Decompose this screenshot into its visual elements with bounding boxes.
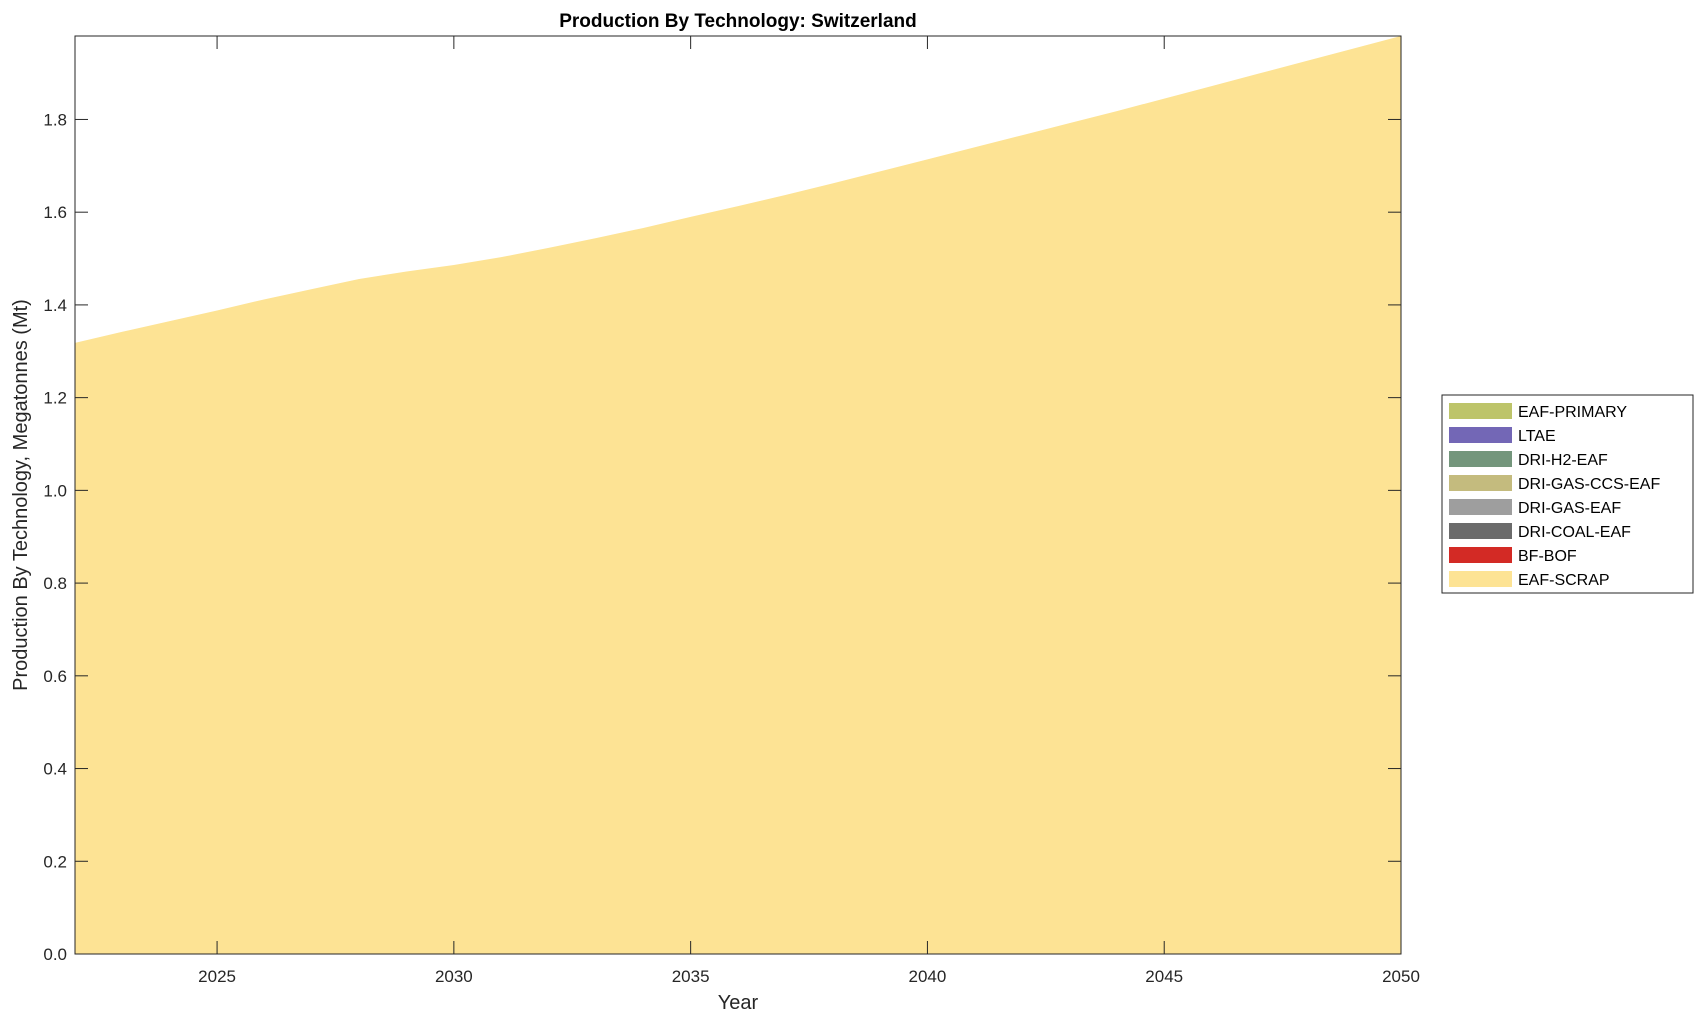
legend-label-bf-bof: BF-BOF [1518,548,1577,565]
y-tick-label: 0.6 [43,667,67,686]
x-tick-label: 2030 [435,967,473,986]
legend-swatch-eaf-scrap [1449,571,1512,587]
legend-label-dri-coal-eaf: DRI-COAL-EAF [1518,524,1631,541]
legend-swatch-ltae [1449,427,1512,443]
legend-swatch-dri-coal-eaf [1449,523,1512,539]
y-tick-label: 1.8 [43,110,67,129]
x-tick-label: 2025 [198,967,236,986]
legend-label-ltae: LTAE [1518,428,1556,445]
plot-frame [74,35,1402,955]
y-tick-label: 0.0 [43,945,67,964]
y-tick-label: 1.2 [43,389,67,408]
x-tick-label: 2035 [672,967,710,986]
y-tick-label: 1.4 [43,296,67,315]
chart-title: Production By Technology: Switzerland [559,11,917,32]
legend-label-dri-gas-ccs-eaf: DRI-GAS-CCS-EAF [1518,476,1660,493]
legend-swatch-eaf-primary [1449,403,1512,419]
legend-label-eaf-scrap: EAF-SCRAP [1518,572,1610,589]
area-eaf-scrap [75,36,1401,954]
legend: EAF-PRIMARY LTAE DRI-H2-EAF DRI-GAS-CCS-EAF… [1441,394,1694,594]
axis-ticks: 2025 2030 2035 2040 2045 2050 0.0 0.2 0.4 0.6 0.8 1… [43,36,1420,986]
x-tick-label: 2050 [1382,967,1420,986]
x-axis-label: Year [718,992,759,1014]
legend-swatch-dri-gas-eaf [1449,499,1512,515]
legend-label-dri-h2-eaf: DRI-H2-EAF [1518,452,1608,469]
legend-label-eaf-primary: EAF-PRIMARY [1518,404,1627,421]
y-tick-label: 1.6 [43,203,67,222]
x-tick-label: 2040 [909,967,947,986]
x-tick-label: 2045 [1145,967,1183,986]
y-tick-label: 0.8 [43,574,67,593]
legend-label-dri-gas-eaf: DRI-GAS-EAF [1518,500,1621,517]
y-axis-label: Production By Technology, Megatonnes (Mt… [10,299,32,691]
legend-swatch-dri-h2-eaf [1449,451,1512,467]
legend-swatch-bf-bof [1449,547,1512,563]
area-series-group [75,36,1401,954]
y-tick-label: 0.2 [43,852,67,871]
y-tick-label: 0.4 [43,760,67,779]
legend-swatch-dri-gas-ccs-eaf [1449,475,1512,491]
y-tick-label: 1.0 [43,481,67,500]
